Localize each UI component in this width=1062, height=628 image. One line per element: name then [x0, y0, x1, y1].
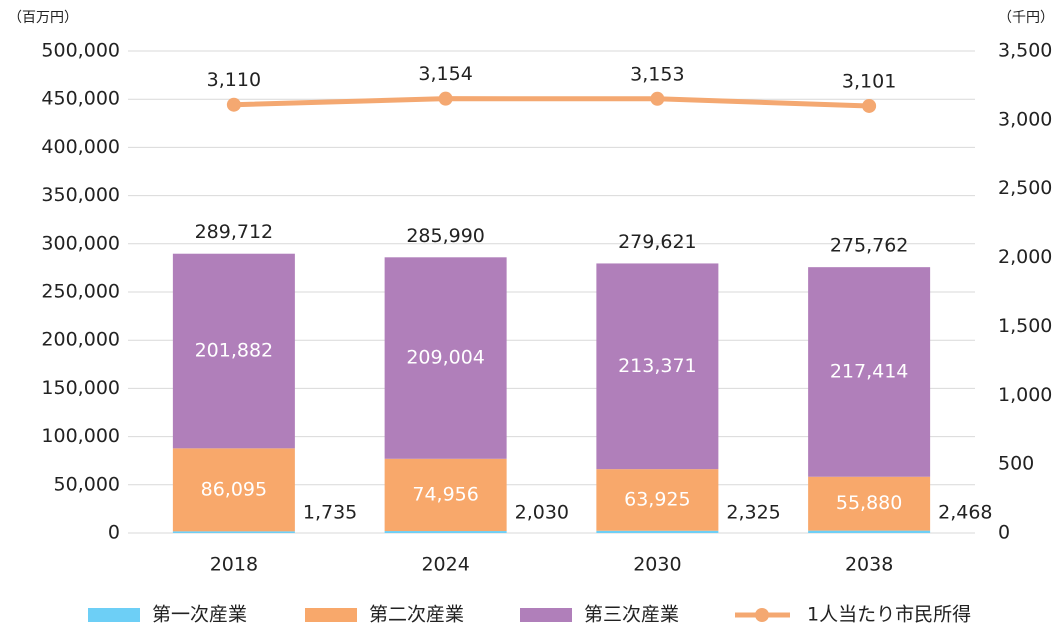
data-label: 74,956 [412, 483, 478, 505]
data-label: 55,880 [836, 492, 902, 514]
total-label: 285,990 [406, 225, 485, 247]
y2-tick-label: 2,500 [998, 177, 1052, 199]
line [233, 96, 870, 109]
bar-segment [596, 530, 719, 533]
x-tick-label: 2030 [633, 554, 681, 576]
y-tick-label: 100,000 [41, 425, 120, 447]
y-tick-label: 300,000 [41, 232, 120, 254]
x-tick-label: 2018 [210, 554, 258, 576]
legend-label: 1人当たり市民所得 [807, 604, 971, 626]
data-label: 209,004 [406, 347, 485, 369]
bar-segment [384, 531, 507, 533]
y-tick-label: 0 [108, 522, 120, 544]
y2-tick-label: 3,000 [998, 108, 1052, 130]
data-label: 3,110 [207, 69, 261, 91]
legend-swatch [520, 608, 572, 622]
x-tick-label: 2038 [845, 554, 893, 576]
data-label: 201,882 [195, 340, 274, 362]
bar-segment [596, 469, 719, 531]
legend-label: 第三次産業 [584, 604, 679, 626]
legend-swatch [305, 608, 357, 622]
y-unit-label: （百万円） [8, 10, 78, 26]
total-label: 275,762 [830, 235, 909, 257]
data-label: 2,468 [938, 502, 992, 524]
data-label: 63,925 [624, 488, 690, 510]
legend-swatch [88, 608, 140, 622]
data-label: 2,325 [726, 502, 780, 524]
y-tick-label: 250,000 [41, 281, 120, 303]
y2-tick-label: 500 [998, 453, 1034, 475]
data-label: 2,030 [515, 502, 569, 524]
y2-tick-label: 2,000 [998, 246, 1052, 268]
bar-segment [172, 253, 295, 449]
y2-tick-label: 1,500 [998, 315, 1052, 337]
bar-segment [384, 257, 507, 459]
y-tick-label: 400,000 [41, 136, 120, 158]
line-point [650, 91, 665, 106]
bar-segment [808, 476, 931, 531]
data-label: 213,371 [618, 355, 697, 377]
data-label: 3,154 [418, 63, 472, 85]
line-point [862, 98, 877, 113]
y2-tick-label: 3,500 [998, 40, 1052, 62]
data-label: 217,414 [830, 360, 909, 382]
y-tick-label: 50,000 [54, 473, 120, 495]
data-label: 1,735 [303, 502, 357, 524]
bar-segment [808, 530, 931, 533]
y-tick-label: 450,000 [41, 88, 120, 110]
bar-segment [172, 448, 295, 532]
legend-label: 第二次産業 [369, 604, 464, 626]
bar-segment [384, 458, 507, 532]
x-tick-label: 2024 [421, 554, 469, 576]
y2-unit-label: （千円） [998, 10, 1054, 26]
data-label: 3,153 [630, 63, 684, 85]
line-point [226, 97, 241, 112]
y-tick-label: 200,000 [41, 329, 120, 351]
total-label: 289,712 [195, 221, 274, 243]
data-label: 86,095 [201, 478, 267, 500]
y-tick-label: 350,000 [41, 184, 120, 206]
legend-swatch [755, 608, 769, 622]
bar-segment [172, 531, 295, 533]
data-label: 3,101 [842, 70, 896, 92]
bar-segment [808, 267, 931, 477]
total-label: 279,621 [618, 231, 697, 253]
y2-tick-label: 1,000 [998, 384, 1052, 406]
legend-label: 第一次産業 [152, 604, 247, 626]
line-point [438, 91, 453, 106]
y-tick-label: 150,000 [41, 377, 120, 399]
y2-tick-label: 0 [998, 522, 1010, 544]
bar-segment [596, 263, 719, 470]
y-tick-label: 500,000 [41, 40, 120, 62]
